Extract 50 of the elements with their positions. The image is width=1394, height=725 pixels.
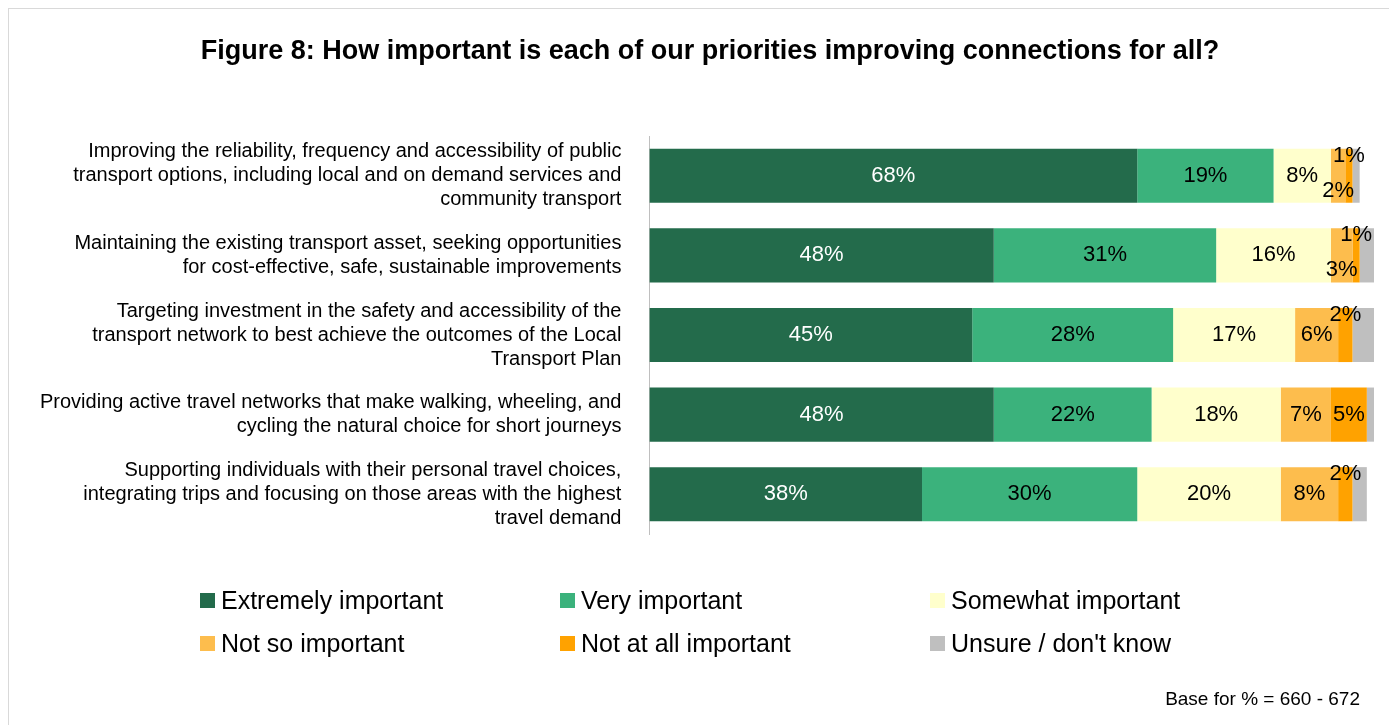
bar	[993, 387, 1152, 442]
text: Base for % = 660 - 672	[1165, 688, 1360, 710]
data-label: 48%	[799, 241, 844, 267]
bar	[649, 228, 994, 283]
bar	[1151, 387, 1281, 442]
data-label: 68%	[871, 161, 916, 187]
data-label: 2%	[1329, 460, 1362, 486]
bar	[972, 307, 1174, 363]
y-tick-label: Providing active travel networks that make walking, wheeling, and cycling the natural choice for short journeys	[40, 390, 622, 437]
data-label: 17%	[1212, 321, 1257, 347]
bar	[1137, 148, 1274, 203]
data-label: 18%	[1194, 400, 1239, 426]
data-label: 28%	[1050, 321, 1095, 347]
bar	[649, 467, 923, 522]
chart-title: Figure 8: How important is each of our priorities improving connections for all?	[200, 34, 1220, 66]
bar	[1137, 467, 1281, 522]
data-label: 20%	[1186, 480, 1232, 506]
data-label: 19%	[1183, 161, 1228, 187]
y-tick-label: Improving the reliability, frequency and accessibility of public transport options, including local and on demand services and community transport	[73, 139, 622, 210]
data-label: 30%	[1007, 480, 1052, 506]
legend-label: Not so important	[221, 629, 405, 658]
data-label: 2%	[1322, 176, 1355, 202]
data-label: 1%	[1340, 221, 1372, 247]
data-label: 5%	[1332, 400, 1365, 426]
y-tick-label: Supporting individuals with their personal travel choices, integrating trips and focusing on those areas with the highest travel demand	[83, 457, 622, 528]
bar	[649, 387, 994, 442]
bar	[1280, 387, 1331, 442]
data-label: 48%	[799, 400, 844, 426]
legend-label: Unsure / don't know	[951, 629, 1172, 658]
data-label: 3%	[1325, 256, 1358, 282]
data-label: 38%	[763, 480, 808, 506]
bar	[993, 228, 1217, 283]
data-label: 16%	[1251, 241, 1296, 267]
bar	[649, 307, 973, 363]
bar	[1173, 307, 1296, 363]
legend-label: Extremely important	[221, 586, 444, 615]
bar	[649, 148, 1138, 203]
y-tick-label: Maintaining the existing transport asset, seeking opportunities for cost-effective, safe, sustainable improvements	[74, 230, 622, 277]
data-label: 22%	[1050, 400, 1095, 426]
data-label: 31%	[1082, 241, 1127, 267]
data-label: 8%	[1286, 161, 1319, 187]
data-label: 8%	[1293, 480, 1326, 506]
legend-label: Somewhat important	[951, 586, 1181, 615]
bar	[922, 467, 1138, 522]
data-label: 7%	[1289, 400, 1322, 426]
data-label: 45%	[788, 321, 833, 347]
legend-label: Not at all important	[581, 629, 791, 658]
bar	[1366, 387, 1374, 442]
y-tick-label: Targeting investment in the safety and accessibility of the transport network to best achieve the outcomes of the Local Transport Plan	[92, 298, 622, 369]
legend-label: Very important	[581, 586, 743, 615]
